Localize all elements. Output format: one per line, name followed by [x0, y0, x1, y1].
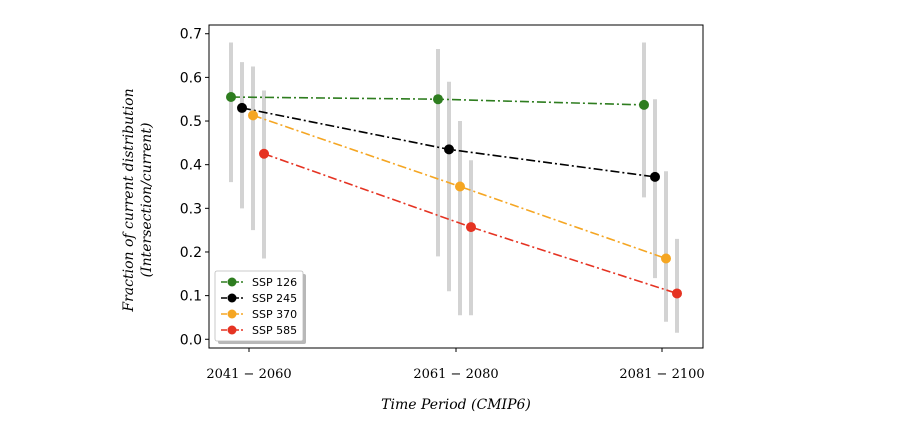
y-tick-label: 0.6 [180, 70, 202, 86]
error-bars [229, 42, 679, 333]
data-point [455, 181, 465, 192]
y-tick-label: 0.7 [180, 27, 202, 43]
data-point [672, 288, 682, 299]
x-tick-label: 2041 − 2060 [206, 367, 291, 382]
series-line-ssp-585 [263, 153, 678, 295]
legend-label: SSP 585 [252, 324, 297, 337]
y-axis-label: Fraction of current distribution (Inters… [121, 88, 155, 312]
x-tick-label: 2061 − 2080 [413, 367, 498, 382]
legend-box [214, 270, 304, 342]
data-point [639, 99, 649, 110]
legend-marker [227, 309, 237, 319]
series-lines [230, 96, 678, 295]
y-axis-ticks: 0.0 0.1 0.2 0.3 0.4 0.5 0.6 0.7 [180, 27, 209, 348]
legend-label: SSP 126 [252, 276, 297, 289]
y-tick-label: 0.0 [180, 332, 202, 348]
y-tick-label: 0.5 [180, 114, 202, 130]
data-point [650, 171, 660, 182]
data-point [237, 102, 247, 113]
y-tick-label: 0.3 [180, 201, 202, 217]
y-tick-label: 0.1 [180, 289, 202, 305]
y-tick-label: 0.2 [180, 245, 202, 261]
legend: SSP 126 SSP 245 SSP 370 SSP 585 [214, 270, 306, 344]
legend-marker [227, 293, 237, 303]
y-axis-label-line1: Fraction of current distribution [121, 88, 137, 312]
y-axis-label-line2: (Intersection/current) [139, 123, 155, 278]
data-point [259, 148, 269, 159]
legend-label: SSP 245 [252, 292, 297, 305]
x-axis-label: Time Period (CMIP6) [381, 397, 531, 413]
data-point [226, 92, 236, 103]
x-axis-ticks: 2041 − 2060 2061 − 2080 2081 − 2100 [206, 348, 705, 382]
data-point [466, 222, 476, 233]
legend-label: SSP 370 [252, 308, 297, 321]
data-point [248, 110, 258, 121]
legend-marker [227, 325, 237, 335]
series-line-ssp-370 [252, 114, 667, 260]
data-point [444, 144, 454, 155]
data-point [661, 253, 671, 264]
legend-marker [227, 277, 237, 287]
y-tick-label: 0.4 [180, 158, 202, 174]
series-points [226, 92, 682, 299]
data-point [433, 94, 443, 105]
x-tick-label: 2081 − 2100 [619, 367, 704, 382]
